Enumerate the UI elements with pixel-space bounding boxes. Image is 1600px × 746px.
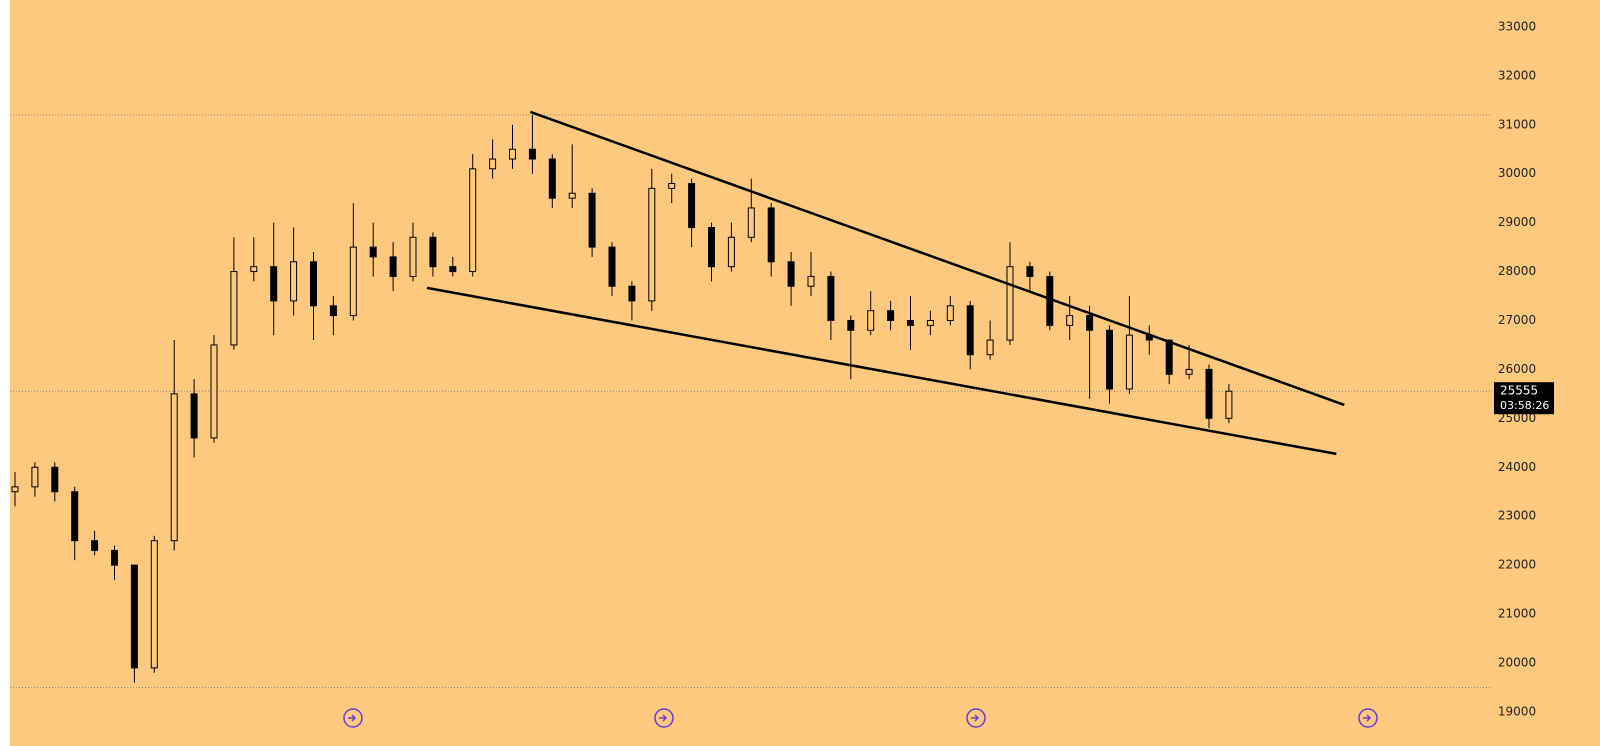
y-tick-label: 26000 <box>1498 362 1536 376</box>
y-tick-label: 29000 <box>1498 215 1536 229</box>
candle-body <box>727 236 735 268</box>
y-tick-label: 21000 <box>1498 607 1536 621</box>
y-tick-label: 23000 <box>1498 509 1536 523</box>
event-arrow <box>971 714 980 722</box>
candle-body <box>349 246 357 317</box>
candle-body <box>130 564 138 669</box>
candle-body <box>190 393 198 439</box>
candle-body <box>1006 266 1014 341</box>
candle-body <box>747 207 755 238</box>
event-arrow <box>659 714 668 722</box>
candle-body <box>787 261 795 287</box>
candle-body <box>628 285 636 302</box>
candle-body <box>648 187 656 302</box>
candle-body <box>1225 390 1233 419</box>
trendline <box>426 286 1337 456</box>
candle-body <box>907 319 914 326</box>
candle-body <box>608 246 616 287</box>
event-arrow <box>348 714 357 722</box>
candle-body <box>887 310 895 321</box>
candle-body <box>1165 339 1173 375</box>
candle-body <box>329 305 337 317</box>
candle-body <box>150 540 158 669</box>
candle-body <box>250 266 258 273</box>
y-tick-label: 30000 <box>1498 166 1536 180</box>
price-tag <box>1494 382 1554 415</box>
y-tick-label: 27000 <box>1498 313 1536 327</box>
candle-body <box>946 305 954 321</box>
candle-body <box>509 148 516 160</box>
price-tag-value: 25555 <box>1500 384 1538 398</box>
y-tick-label: 32000 <box>1498 68 1536 82</box>
candle-body <box>429 236 437 268</box>
candle-body <box>270 266 278 302</box>
plot-background <box>10 0 1600 746</box>
candle-body <box>389 256 397 277</box>
candle-body <box>469 168 477 273</box>
candle-body <box>1125 334 1133 390</box>
y-tick-label: 25000 <box>1498 411 1536 425</box>
candle-body <box>210 344 218 439</box>
candle-body <box>1106 329 1113 390</box>
candle-body <box>409 236 417 277</box>
candle-body <box>310 261 317 307</box>
y-tick-label: 20000 <box>1498 655 1536 669</box>
candle-body <box>1205 368 1213 419</box>
candle-body <box>230 271 238 346</box>
candle-body <box>568 192 576 199</box>
y-tick-label: 31000 <box>1498 117 1536 131</box>
candle-body <box>688 182 696 229</box>
candle-body <box>51 466 59 493</box>
candle-body <box>369 246 377 258</box>
candle-body <box>966 305 974 356</box>
candle-body <box>71 491 79 542</box>
candle-body <box>807 275 815 287</box>
candle-body <box>588 192 596 248</box>
candle-body <box>827 275 835 321</box>
y-tick-label: 28000 <box>1498 264 1536 278</box>
candle-body <box>708 227 715 268</box>
candle-body <box>1185 368 1193 375</box>
candle-body <box>528 148 536 160</box>
y-tick-label: 22000 <box>1498 558 1536 572</box>
candle-body <box>668 182 676 189</box>
y-tick-label: 19000 <box>1498 704 1536 718</box>
candle-body <box>1086 315 1094 331</box>
y-tick-label: 24000 <box>1498 460 1536 474</box>
candle-body <box>11 486 19 493</box>
candle-body <box>31 466 39 488</box>
candle-body <box>548 158 556 199</box>
candle-body <box>449 266 457 273</box>
candle-body <box>847 319 855 331</box>
event-arrow <box>1363 714 1372 722</box>
candle-body <box>867 310 875 331</box>
candle-body <box>1066 315 1074 326</box>
candle-body <box>290 261 298 302</box>
candle-body <box>170 393 178 542</box>
y-tick-label: 33000 <box>1498 19 1536 33</box>
candle-body <box>111 549 118 566</box>
candle-body <box>986 339 994 356</box>
trendline <box>529 110 1345 407</box>
event-icons <box>343 708 1378 728</box>
candle-body <box>926 319 934 326</box>
candle-body <box>91 540 99 551</box>
price-tag-countdown: 03:58:26 <box>1500 399 1549 412</box>
candle-body <box>767 207 775 263</box>
candle-body <box>1026 266 1034 277</box>
candle-body <box>489 158 497 170</box>
